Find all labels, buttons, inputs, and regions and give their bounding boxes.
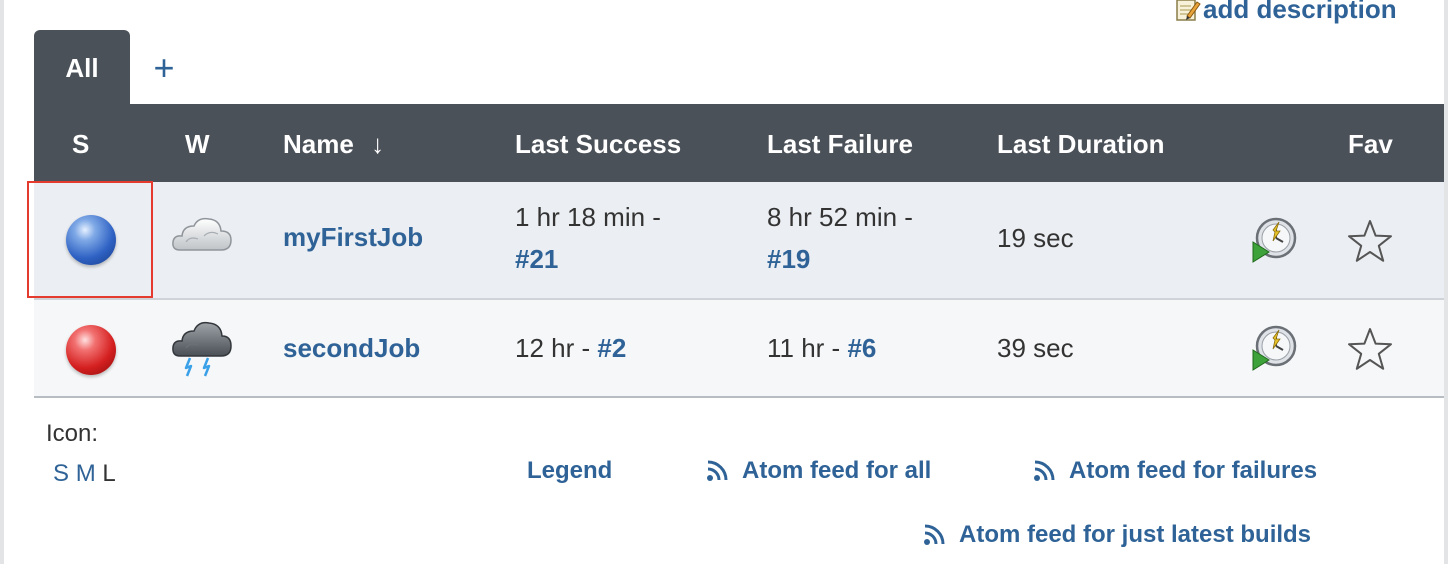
tab-all[interactable]: All [34,30,130,104]
star-icon[interactable] [1346,218,1394,269]
last-success-time: 1 hr 18 min - [515,202,661,232]
thunderstorm-icon[interactable] [170,316,234,385]
last-failure-time: 11 hr - [767,333,841,363]
pencil-icon [1175,0,1201,22]
last-success-time: 12 hr - [515,333,591,363]
icon-size-l-current: L [102,460,116,487]
schedule-build-icon[interactable] [1249,216,1301,273]
add-view-button[interactable]: + [153,47,175,88]
job-link-myFirstJob[interactable]: myFirstJob [283,222,424,252]
page-left-border [0,0,4,564]
icon-size-label: Icon: [46,420,99,447]
icon-size-s-link[interactable]: S [53,460,70,487]
last-failure-build-link[interactable]: #6 [847,333,877,363]
last-duration: 19 sec [997,223,1074,253]
last-failure-cell: 11 hr - #6 [767,333,876,364]
cloudy-icon[interactable] [170,212,234,263]
status-ball-blue-icon[interactable] [66,215,116,265]
status-ball-red-icon[interactable] [66,325,116,375]
page-right-border [1444,0,1448,564]
selection-highlight [27,181,153,298]
last-failure-build-link[interactable]: #19 [767,244,811,274]
last-success-build-link[interactable]: #21 [515,244,559,274]
rss-icon [706,460,728,482]
atom-feed-all-link[interactable]: Atom feed for all [706,457,931,485]
schedule-build-icon[interactable] [1249,324,1301,381]
sort-down-arrow-icon: ↓ [371,129,385,159]
last-failure-time: 8 hr 52 min - [767,202,913,232]
legend-link[interactable]: Legend [527,457,613,484]
last-success-build-link[interactable]: #2 [597,333,627,363]
job-link-secondJob[interactable]: secondJob [283,333,421,363]
table-header: S W Name ↓ Last Success Last Failure Las… [34,104,1444,182]
atom-feed-failures-link[interactable]: Atom feed for failures [1033,457,1317,485]
star-icon[interactable] [1346,326,1394,377]
icon-size-selector: S M L [53,460,116,488]
table-row: myFirstJob 1 hr 18 min - #21 8 hr 52 min… [34,182,1444,300]
table-row: secondJob 12 hr - #2 11 hr - #6 39 sec [34,300,1444,398]
rss-icon [923,524,945,546]
column-last-failure[interactable]: Last Failure [767,129,913,159]
column-status[interactable]: S [72,129,90,159]
column-name-label: Name [283,129,354,159]
atom-feed-failures-label: Atom feed for failures [1069,457,1318,484]
icon-size-m-link[interactable]: M [75,460,96,487]
column-weather[interactable]: W [185,129,210,159]
rss-icon [1033,460,1055,482]
column-last-duration[interactable]: Last Duration [997,129,1165,159]
column-last-success[interactable]: Last Success [515,129,682,159]
add-description-label: add description [1203,0,1397,24]
column-name[interactable]: Name ↓ [283,104,384,182]
job-name-cell: secondJob [283,333,420,364]
column-fav[interactable]: Fav [1348,129,1393,159]
add-description-link[interactable]: add description [1175,0,1397,25]
atom-feed-latest-link[interactable]: Atom feed for just latest builds [923,521,1311,549]
last-success-cell: 12 hr - #2 [515,333,626,364]
last-duration: 39 sec [997,333,1074,363]
atom-feed-latest-label: Atom feed for just latest builds [959,521,1312,548]
atom-feed-all-label: Atom feed for all [742,457,932,484]
